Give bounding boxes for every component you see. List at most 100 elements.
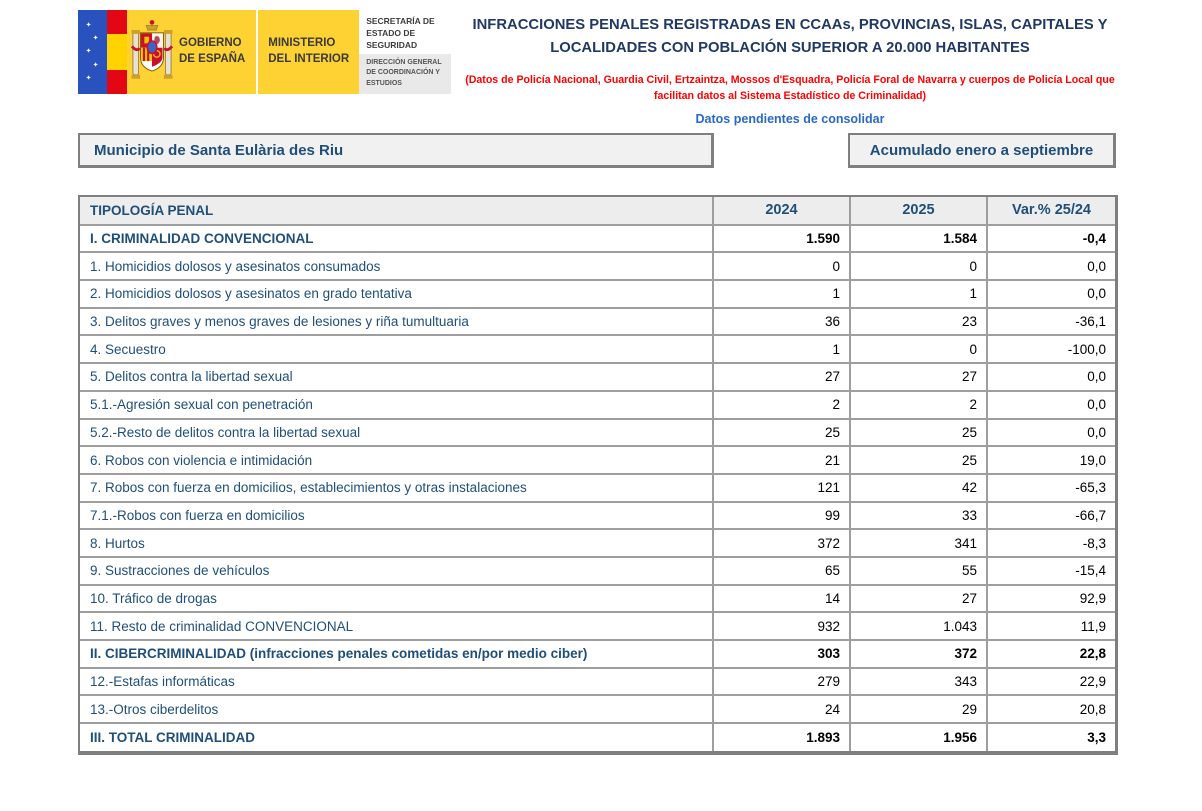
row-label: 9. Sustracciones de vehículos [79,555,714,586]
row-label: 2. Homicidios dolosos y asesinatos en gr… [79,279,714,309]
header-texts: INFRACCIONES PENALES REGISTRADAS EN CCAA… [450,14,1130,126]
directorate-label: DIRECCIÓN GENERAL DE COORDINACIÓN Y ESTU… [359,53,452,95]
star-icon: ✦ [85,74,92,82]
government-line2: DE ESPAÑA [179,53,246,65]
municipality-box: Municipio de Santa Eulària des Riu [78,133,714,168]
table-row: I. CRIMINALIDAD CONVENCIONAL 1.590 1.584… [79,223,1116,254]
star-icon: ✦ [92,61,99,69]
table-row: 7. Robos con fuerza en domicilios, estab… [79,472,1116,503]
value-2025: 343 [849,666,988,697]
row-label: 5.1.-Agresión sexual con penetración [79,389,714,420]
value-2025: 1.043 [849,611,988,641]
row-label: 10. Tráfico de drogas [79,583,714,614]
table-row: 2. Homicidios dolosos y asesinatos en gr… [79,279,1116,309]
value-variation: 19,0 [986,445,1116,475]
row-label: 1. Homicidios dolosos y asesinatos consu… [79,251,714,282]
row-label: 7. Robos con fuerza en domicilios, estab… [79,472,714,503]
value-variation: 11,9 [986,611,1116,641]
eu-stars-strip: ✦ ✦ ✦ ✦ ✦ [78,10,107,94]
spain-coat-of-arms [127,10,177,94]
value-2024: 2 [712,389,851,420]
value-2025: 29 [849,694,988,725]
value-2024: 36 [712,306,851,337]
period-label: Acumulado enero a septiembre [869,141,1094,159]
report-title: INFRACCIONES PENALES REGISTRADAS EN CCAA… [472,17,1108,57]
value-2025: 341 [849,528,988,558]
table-row: 8. Hurtos 372 341 -8,3 [79,528,1116,558]
value-2024: 0 [712,251,851,282]
row-label: 5.2.-Resto de delitos contra la libertad… [79,417,714,448]
value-variation: 22,9 [986,666,1116,697]
row-label: 11. Resto de criminalidad CONVENCIONAL [79,611,714,641]
value-2024: 303 [712,639,851,669]
value-2024: 1 [712,334,851,365]
row-label: 8. Hurtos [79,528,714,558]
row-label: 12.-Estafas informáticas [79,666,714,697]
value-variation: 0,0 [986,389,1116,420]
value-2025: 42 [849,472,988,503]
value-variation: 0,0 [986,251,1116,282]
coat-of-arms-icon [131,20,173,79]
star-icon: ✦ [85,22,92,30]
value-2024: 1.590 [712,223,851,254]
table-row: III. TOTAL CRIMINALIDAD 1.893 1.956 3,3 [79,722,1116,752]
table-row: 13.-Otros ciberdelitos 24 29 20,8 [79,694,1116,725]
value-2025: 33 [849,500,988,531]
table-row: 10. Tráfico de drogas 14 27 92,9 [79,583,1116,614]
table-row: 6. Robos con violencia e intimidación 21… [79,445,1116,475]
value-variation: 20,8 [986,694,1116,725]
period-box: Acumulado enero a septiembre [848,133,1116,168]
crime-table: TIPOLOGÍA PENAL 2024 2025 Var.% 25/24 I.… [78,195,1118,755]
table-row: 1. Homicidios dolosos y asesinatos consu… [79,251,1116,282]
ministry-label: MINISTERIO DEL INTERIOR [258,10,360,94]
secretariat-panel: SECRETARÍA DE ESTADO DE SEGURIDAD DIRECC… [359,10,452,95]
value-variation: -8,3 [986,528,1116,558]
secretariat-label: SECRETARÍA DE ESTADO DE SEGURIDAD [366,16,435,50]
ministry-line2: DEL INTERIOR [268,53,350,65]
value-2024: 932 [712,611,851,641]
value-variation: -36,1 [986,306,1116,337]
col-header-2025: 2025 [849,196,988,226]
value-2025: 55 [849,555,988,586]
table-row: 7.1.-Robos con fuerza en domicilios 99 3… [79,500,1116,531]
value-2025: 25 [849,445,988,475]
value-2025: 372 [849,639,988,669]
star-icon: ✦ [85,48,92,56]
value-2024: 25 [712,417,851,448]
row-label: I. CRIMINALIDAD CONVENCIONAL [79,223,714,254]
flag-red-band [107,10,127,34]
value-variation: 0,0 [986,417,1116,448]
star-icon: ✦ [92,35,99,43]
value-2025: 25 [849,417,988,448]
logo-divider [256,10,259,94]
row-label: 4. Secuestro [79,334,714,365]
value-variation: -0,4 [986,223,1116,254]
value-variation: 0,0 [986,279,1116,309]
row-label: 3. Delitos graves y menos graves de lesi… [79,306,714,337]
value-2024: 99 [712,500,851,531]
value-2025: 23 [849,306,988,337]
table-row: 11. Resto de criminalidad CONVENCIONAL 9… [79,611,1116,641]
value-2024: 27 [712,362,851,392]
row-label: III. TOTAL CRIMINALIDAD [79,722,714,752]
value-variation: 92,9 [986,583,1116,614]
source-note: (Datos de Policía Nacional, Guardia Civi… [465,73,1115,102]
table-row: II. CIBERCRIMINALIDAD (infracciones pena… [79,639,1116,669]
row-label: 7.1.-Robos con fuerza en domicilios [79,500,714,531]
table-row: 9. Sustracciones de vehículos 65 55 -15,… [79,555,1116,586]
flag-yellow-band [107,33,127,71]
value-2025: 27 [849,583,988,614]
value-variation: 3,3 [986,722,1116,752]
table-header-row: TIPOLOGÍA PENAL 2024 2025 Var.% 25/24 [79,196,1116,226]
value-variation: 22,8 [986,639,1116,669]
value-2024: 121 [712,472,851,503]
status-note: Datos pendientes de consolidar [695,111,885,126]
government-label: GOBIERNO DE ESPAÑA [177,10,257,94]
row-label: 13.-Otros ciberdelitos [79,694,714,725]
flag-red-band [107,70,127,94]
ministry-line1: MINISTERIO [268,37,336,50]
value-2024: 279 [712,666,851,697]
value-variation: -65,3 [986,472,1116,503]
value-2025: 1 [849,279,988,309]
